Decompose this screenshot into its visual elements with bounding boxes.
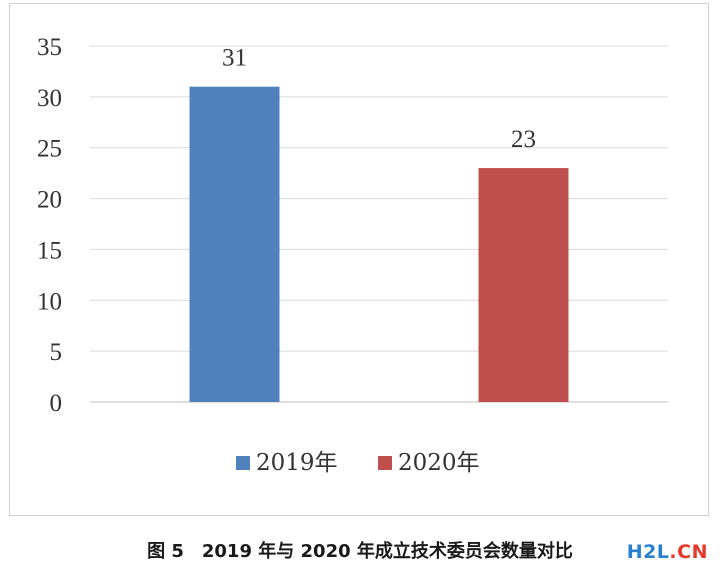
y-tick-label: 30 bbox=[37, 85, 62, 112]
legend-label-2: 2020年 bbox=[398, 450, 480, 476]
legend-swatch-1 bbox=[236, 456, 250, 470]
data-labels: 31 23 bbox=[222, 45, 536, 153]
legend: 2019年 2020年 bbox=[236, 450, 480, 476]
y-tick-label: 25 bbox=[37, 136, 62, 163]
figure-caption: 图 5 2019 年与 2020 年成立技术委员会数量对比 bbox=[147, 541, 573, 562]
data-label-1: 31 bbox=[222, 45, 247, 72]
watermark-part-2: .CN bbox=[669, 541, 708, 563]
bar-2 bbox=[478, 168, 569, 402]
bar-1 bbox=[189, 86, 280, 402]
y-tick-label: 10 bbox=[37, 288, 62, 315]
y-tick-label: 15 bbox=[37, 237, 62, 264]
gridlines bbox=[90, 45, 668, 403]
bars bbox=[189, 86, 569, 402]
y-tick-label: 5 bbox=[50, 339, 63, 366]
y-tick-label: 0 bbox=[50, 390, 63, 417]
watermark-part-1: H2L bbox=[626, 541, 670, 563]
bar-chart: 0 5 10 15 20 25 30 35 31 23 2019年 2020年 bbox=[37, 34, 668, 476]
y-tick-label: 20 bbox=[37, 187, 62, 214]
watermark-logo: H2L.CN bbox=[627, 541, 708, 563]
legend-swatch-2 bbox=[378, 456, 392, 470]
y-tick-label: 35 bbox=[37, 34, 62, 61]
y-axis-ticks: 0 5 10 15 20 25 30 35 bbox=[37, 34, 62, 417]
data-label-2: 23 bbox=[511, 126, 536, 153]
legend-label-1: 2019年 bbox=[256, 450, 338, 476]
chart-frame bbox=[9, 3, 709, 516]
